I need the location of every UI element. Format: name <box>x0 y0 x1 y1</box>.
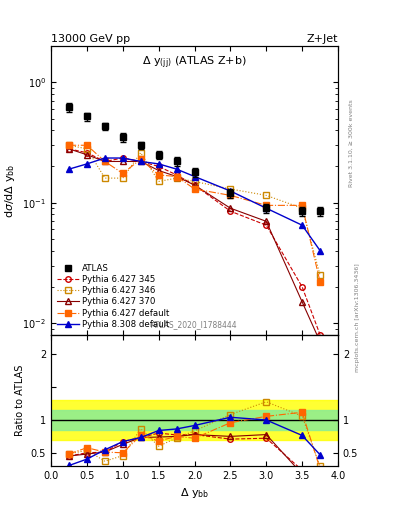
Text: ATLAS_2020_I1788444: ATLAS_2020_I1788444 <box>151 320 238 329</box>
Legend: ATLAS, Pythia 6.427 345, Pythia 6.427 346, Pythia 6.427 370, Pythia 6.427 defaul: ATLAS, Pythia 6.427 345, Pythia 6.427 34… <box>55 262 171 330</box>
Y-axis label: Ratio to ATLAS: Ratio to ATLAS <box>15 365 25 436</box>
Text: mcplots.cern.ch [arXiv:1306.3436]: mcplots.cern.ch [arXiv:1306.3436] <box>355 263 360 372</box>
Text: $\Delta$ y$_{\rm (jj)}$ (ATLAS Z+b): $\Delta$ y$_{\rm (jj)}$ (ATLAS Z+b) <box>142 55 247 71</box>
Text: Rivet 3.1.10, ≥ 300k events: Rivet 3.1.10, ≥ 300k events <box>349 99 354 187</box>
Text: 13000 GeV pp: 13000 GeV pp <box>51 34 130 44</box>
Y-axis label: d$\sigma$/d$\Delta$ y$_{\rm bb}$: d$\sigma$/d$\Delta$ y$_{\rm bb}$ <box>3 163 17 218</box>
X-axis label: $\Delta$ y$_{\rm bb}$: $\Delta$ y$_{\rm bb}$ <box>180 486 209 500</box>
Text: Z+Jet: Z+Jet <box>307 34 338 44</box>
